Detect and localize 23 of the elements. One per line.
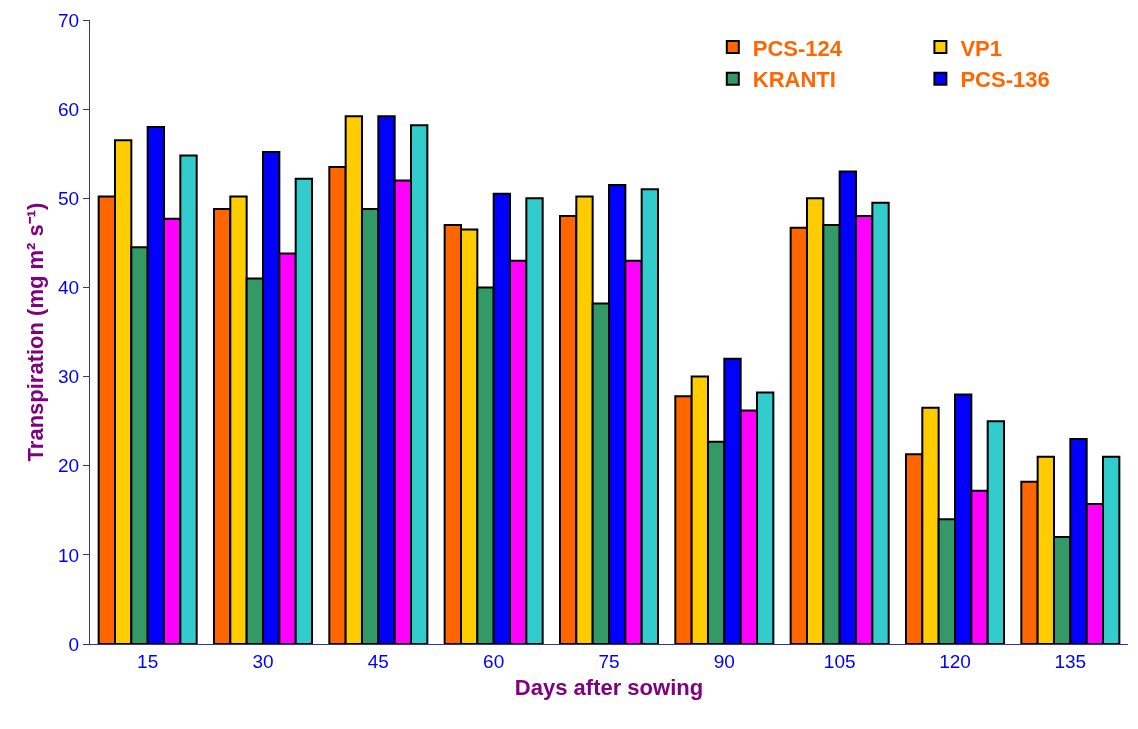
y-tick-label: 30 xyxy=(58,366,80,388)
x-tick-label: 90 xyxy=(713,650,735,672)
x-tick-label: 45 xyxy=(367,650,389,672)
y-axis-title: Transpiration (mg m² s⁻¹) xyxy=(22,202,48,462)
y-tick-label: 10 xyxy=(58,544,80,566)
x-tick-label: 120 xyxy=(939,650,971,672)
y-tick-label: 40 xyxy=(58,277,80,299)
y-tick-label: 20 xyxy=(58,455,80,477)
y-tick-label: 50 xyxy=(58,187,80,209)
x-tick-label: 135 xyxy=(1054,650,1087,672)
legend-label: PCS-136 xyxy=(960,67,1050,93)
y-tick-label: 0 xyxy=(68,633,80,655)
x-tick-label: 75 xyxy=(598,650,620,672)
legend-label: KRANTI xyxy=(752,67,836,93)
y-tick-label: 70 xyxy=(58,9,80,31)
x-tick-label: 15 xyxy=(137,650,159,672)
x-tick-label: 60 xyxy=(483,650,505,672)
x-tick-label: 30 xyxy=(252,650,274,672)
x-axis-title: Days after sowing xyxy=(514,674,704,700)
x-tick-label: 105 xyxy=(823,650,856,672)
legend-label: VP1 xyxy=(960,35,1002,61)
y-tick-label: 60 xyxy=(58,98,80,120)
legend-label: PCS-124 xyxy=(752,35,843,61)
